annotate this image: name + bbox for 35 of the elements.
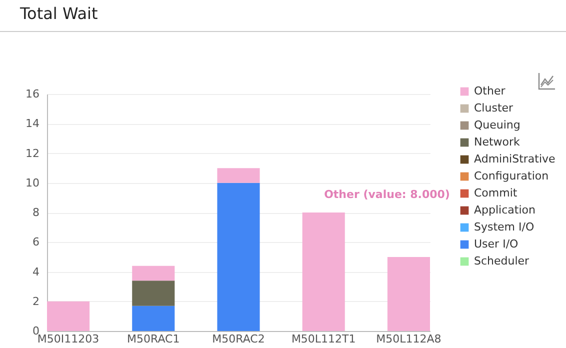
y-tick-label: 8	[32, 206, 40, 219]
x-tick-label: M50L112A8	[376, 332, 442, 346]
x-tick-label: M50I11203	[37, 332, 100, 346]
bar	[132, 280, 175, 306]
annotation: Other (value: 8.000)	[324, 188, 450, 201]
bar	[302, 212, 345, 331]
bar	[217, 182, 260, 331]
chart-title: Total Wait	[20, 4, 98, 23]
legend-label: System I/O	[474, 220, 534, 234]
legend-label: Application	[474, 204, 536, 216]
x-tick-label: M50RAC1	[127, 332, 180, 346]
y-tick-label: 14	[26, 117, 40, 130]
legend-label: Scheduler	[474, 254, 530, 268]
y-tick-label: 6	[32, 236, 40, 249]
y-tick-label: 12	[26, 146, 40, 160]
legend-label: Cluster	[474, 102, 514, 114]
legend-label: Network	[474, 136, 521, 148]
bar	[47, 301, 90, 331]
legend-label: Configuration	[474, 170, 549, 182]
bar	[217, 168, 260, 183]
bar	[132, 266, 175, 281]
legend-label: User I/O	[474, 238, 519, 250]
x-tick-label: M50L112T1	[291, 332, 356, 346]
y-tick-label: 10	[26, 176, 40, 190]
y-tick-label: 0	[32, 324, 40, 338]
bar	[387, 256, 430, 331]
legend-label: Queuing	[474, 118, 520, 132]
y-tick-label: 2	[32, 294, 40, 308]
legend-label: Commit	[474, 186, 518, 200]
bar	[132, 306, 175, 331]
x-tick-label: M50RAC2	[212, 332, 265, 346]
legend-label: Other	[474, 84, 506, 98]
legend-label: AdminiStrative	[474, 152, 556, 166]
y-tick-label: 4	[32, 265, 40, 278]
y-tick-label: 16	[26, 88, 40, 100]
